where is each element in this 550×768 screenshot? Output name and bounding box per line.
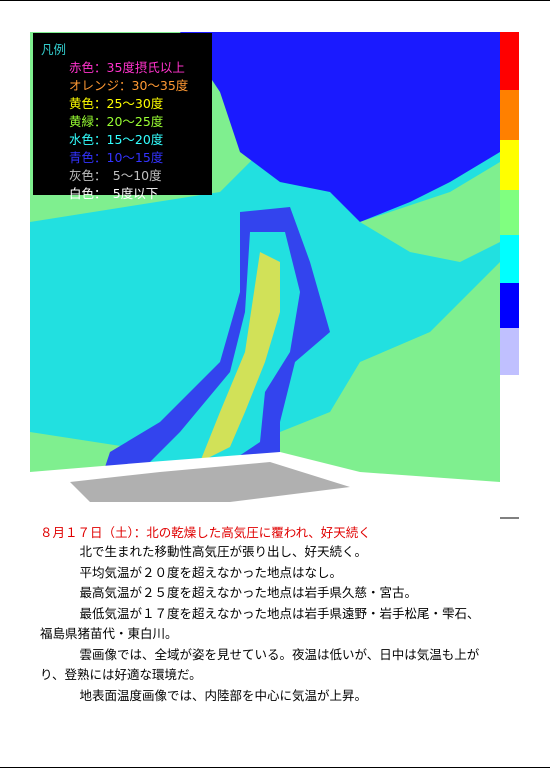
paragraph: 地表面温度画像では、内陸部を中心に気温が上昇。	[40, 686, 480, 707]
text-line: 地表面温度画像では、内陸部を中心に気温が上昇。	[67, 687, 368, 703]
caption: ８月１７日（土）：北の乾燥した高気圧に覆われ、好天続く	[40, 525, 371, 540]
paragraph: 最高気温が２５度を超えなかった地点は岩手県久慈・宮古。	[40, 583, 480, 604]
text-line: 北で生まれた移動性高気圧が張り出し、好天続く。	[67, 544, 368, 559]
body-text: 北で生まれた移動性高気圧が張り出し、好天続く。 平均気温が２０度を超えなかった地…	[40, 542, 480, 706]
top-rule	[0, 0, 550, 1]
legend-item: 赤色：35度摂氏以上	[69, 60, 185, 75]
legend-item: 水色：15～20度	[69, 132, 164, 147]
temperature-map	[30, 32, 519, 519]
text-line: 最低気温が１７度を超えなかった地点は岩手県遠野・岩手松尾・雫石、	[67, 605, 480, 621]
legend-item: オレンジ：30～35度	[69, 78, 189, 93]
text-line: 雲画像では、全域が姿を見せている。夜温は低いが、日中は気温も上が	[67, 646, 480, 662]
text-line: り、登熟には好適な環境だ。	[40, 667, 202, 682]
paragraph: 平均気温が２０度を超えなかった地点はなし。	[40, 563, 480, 584]
text-line: 福島県猪苗代・東白川。	[40, 626, 178, 641]
paragraph: 最低気温が１７度を超えなかった地点は岩手県遠野・岩手松尾・雫石、福島県猪苗代・東…	[40, 604, 480, 645]
paragraph: 雲画像では、全域が姿を見せている。夜温は低いが、日中は気温も上がり、登熟には好適…	[40, 645, 480, 686]
legend-title: 凡例	[41, 42, 67, 57]
legend-item: 黄色：25～30度	[69, 96, 164, 111]
legend-item: 白色： 5度以下	[69, 186, 159, 201]
legend-item: 灰色： 5～10度	[69, 168, 162, 183]
paragraph: 北で生まれた移動性高気圧が張り出し、好天続く。	[40, 542, 480, 563]
text-line: 平均気温が２０度を超えなかった地点はなし。	[67, 564, 343, 580]
text-line: 最高気温が２５度を超えなかった地点は岩手県久慈・宮古。	[67, 585, 418, 600]
legend-item: 黄緑：20～25度	[69, 114, 164, 129]
legend: 凡例 赤色：35度摂氏以上 オレンジ：30～35度 黄色：25～30度 黄緑：2…	[33, 33, 212, 201]
legend-item: 青色：10～15度	[69, 150, 164, 165]
